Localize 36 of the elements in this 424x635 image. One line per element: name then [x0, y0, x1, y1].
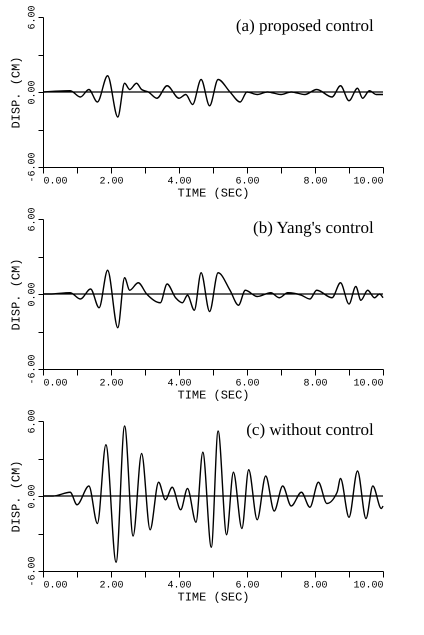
- x-tick-label: 4.00: [167, 580, 192, 592]
- chart-title: (c) without control: [246, 420, 374, 439]
- x-tick-label: 8.00: [303, 176, 328, 188]
- x-tick-label: 4.00: [167, 176, 192, 188]
- chart-title: (b) Yang's control: [253, 218, 374, 237]
- x-tick-label: 2.00: [99, 378, 124, 390]
- x-tick-label: 10.00: [353, 176, 384, 188]
- y-tick-label: 6.00: [28, 409, 38, 434]
- x-tick-label: 8.00: [303, 580, 328, 592]
- chart-title: (a) proposed control: [236, 16, 374, 35]
- y-axis-title: DISP. (CM): [10, 258, 24, 331]
- y-tick-label: 0.00: [28, 80, 38, 105]
- x-tick-label: 10.00: [353, 378, 384, 390]
- x-tick-label: 6.00: [235, 378, 260, 390]
- x-tick-label: 2.00: [99, 580, 124, 592]
- y-tick-label: 6.00: [28, 207, 38, 232]
- x-axis-title: TIME (SEC): [177, 186, 250, 200]
- x-tick-label: 6.00: [235, 580, 260, 592]
- y-axis-title: DISP. (CM): [10, 56, 24, 129]
- y-tick-label: -6.00: [28, 152, 38, 183]
- x-tick-label: 2.00: [99, 176, 124, 188]
- x-tick-label: 10.00: [353, 580, 384, 592]
- y-tick-label: 0.00: [28, 484, 38, 509]
- y-tick-label: 0.00: [28, 282, 38, 307]
- x-tick-label: 4.00: [167, 378, 192, 390]
- x-tick-label: 0.00: [44, 176, 68, 188]
- x-tick-label: 8.00: [303, 378, 328, 390]
- x-tick-label: 6.00: [235, 176, 260, 188]
- y-axis-title: DISP. (CM): [10, 460, 24, 533]
- x-tick-label: 0.00: [44, 378, 68, 390]
- x-axis-title: TIME (SEC): [177, 590, 250, 604]
- x-tick-label: 0.00: [44, 580, 68, 592]
- y-tick-label: 6.00: [28, 5, 38, 30]
- y-tick-label: -6.00: [28, 354, 38, 385]
- x-axis-title: TIME (SEC): [177, 388, 250, 402]
- y-tick-label: -6.00: [28, 556, 38, 587]
